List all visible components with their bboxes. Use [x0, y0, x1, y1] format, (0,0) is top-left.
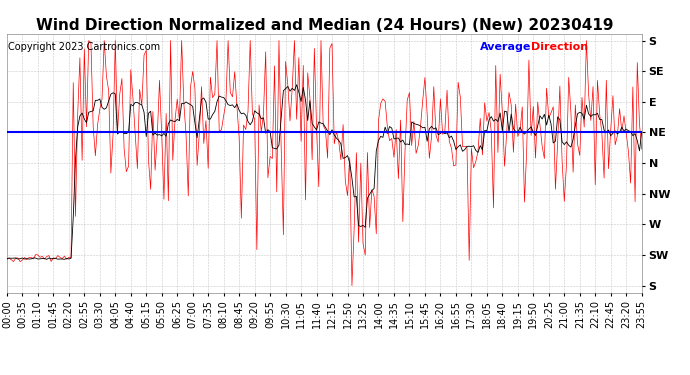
Text: Direction: Direction: [531, 42, 588, 51]
Title: Wind Direction Normalized and Median (24 Hours) (New) 20230419: Wind Direction Normalized and Median (24…: [36, 18, 613, 33]
Text: Average: Average: [480, 42, 531, 51]
Text: Copyright 2023 Cartronics.com: Copyright 2023 Cartronics.com: [8, 42, 160, 51]
